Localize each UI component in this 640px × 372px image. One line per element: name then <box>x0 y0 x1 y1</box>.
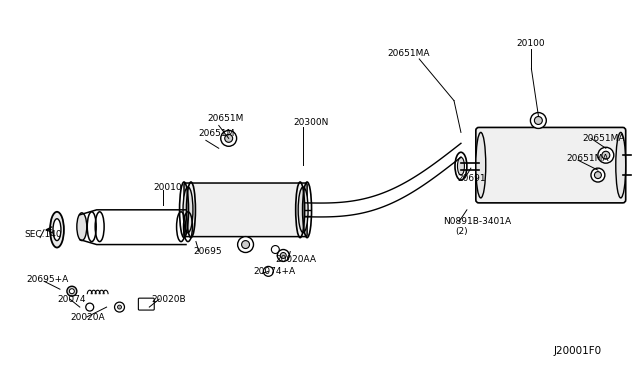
Text: 20100: 20100 <box>516 39 545 48</box>
Circle shape <box>595 171 602 179</box>
Text: 20651MA: 20651MA <box>566 154 609 163</box>
Text: 20651MA: 20651MA <box>387 48 430 58</box>
Text: N0891B-3401A: N0891B-3401A <box>443 217 511 226</box>
Circle shape <box>86 303 93 311</box>
Text: J20001F0: J20001F0 <box>553 346 602 356</box>
Circle shape <box>237 237 253 253</box>
Ellipse shape <box>455 152 467 180</box>
Ellipse shape <box>458 157 465 175</box>
Circle shape <box>598 147 614 163</box>
Text: 20020B: 20020B <box>151 295 186 304</box>
Circle shape <box>221 131 237 146</box>
Text: 20651M: 20651M <box>198 129 234 138</box>
Circle shape <box>225 134 233 142</box>
Text: 20020AA: 20020AA <box>275 255 316 264</box>
Circle shape <box>591 168 605 182</box>
Text: 20695: 20695 <box>193 247 221 256</box>
Circle shape <box>69 289 74 294</box>
Text: 20010: 20010 <box>153 183 182 192</box>
FancyBboxPatch shape <box>184 183 307 237</box>
Ellipse shape <box>616 132 626 198</box>
Text: 20074: 20074 <box>57 295 86 304</box>
Ellipse shape <box>476 132 486 198</box>
Text: 20651MA: 20651MA <box>582 134 625 143</box>
Circle shape <box>534 116 542 125</box>
FancyBboxPatch shape <box>476 128 626 203</box>
Ellipse shape <box>53 219 61 241</box>
Ellipse shape <box>298 187 308 232</box>
Circle shape <box>241 241 250 248</box>
Circle shape <box>280 253 286 259</box>
Circle shape <box>277 250 289 262</box>
Circle shape <box>118 305 122 309</box>
Text: 20691: 20691 <box>457 174 486 183</box>
Circle shape <box>602 151 610 159</box>
FancyBboxPatch shape <box>138 298 154 310</box>
Circle shape <box>67 286 77 296</box>
Text: 20074+A: 20074+A <box>253 267 296 276</box>
Circle shape <box>271 246 279 253</box>
Circle shape <box>531 113 547 128</box>
Text: 20020A: 20020A <box>70 312 104 321</box>
Ellipse shape <box>50 212 64 247</box>
Text: 20300N: 20300N <box>293 118 328 127</box>
Text: 20695+A: 20695+A <box>26 275 68 284</box>
Ellipse shape <box>77 213 87 241</box>
Text: SEC.140: SEC.140 <box>24 230 62 239</box>
Text: 20651M: 20651M <box>208 114 244 123</box>
Ellipse shape <box>183 187 193 232</box>
Circle shape <box>264 266 273 276</box>
Text: (2): (2) <box>455 227 468 236</box>
Circle shape <box>115 302 124 312</box>
